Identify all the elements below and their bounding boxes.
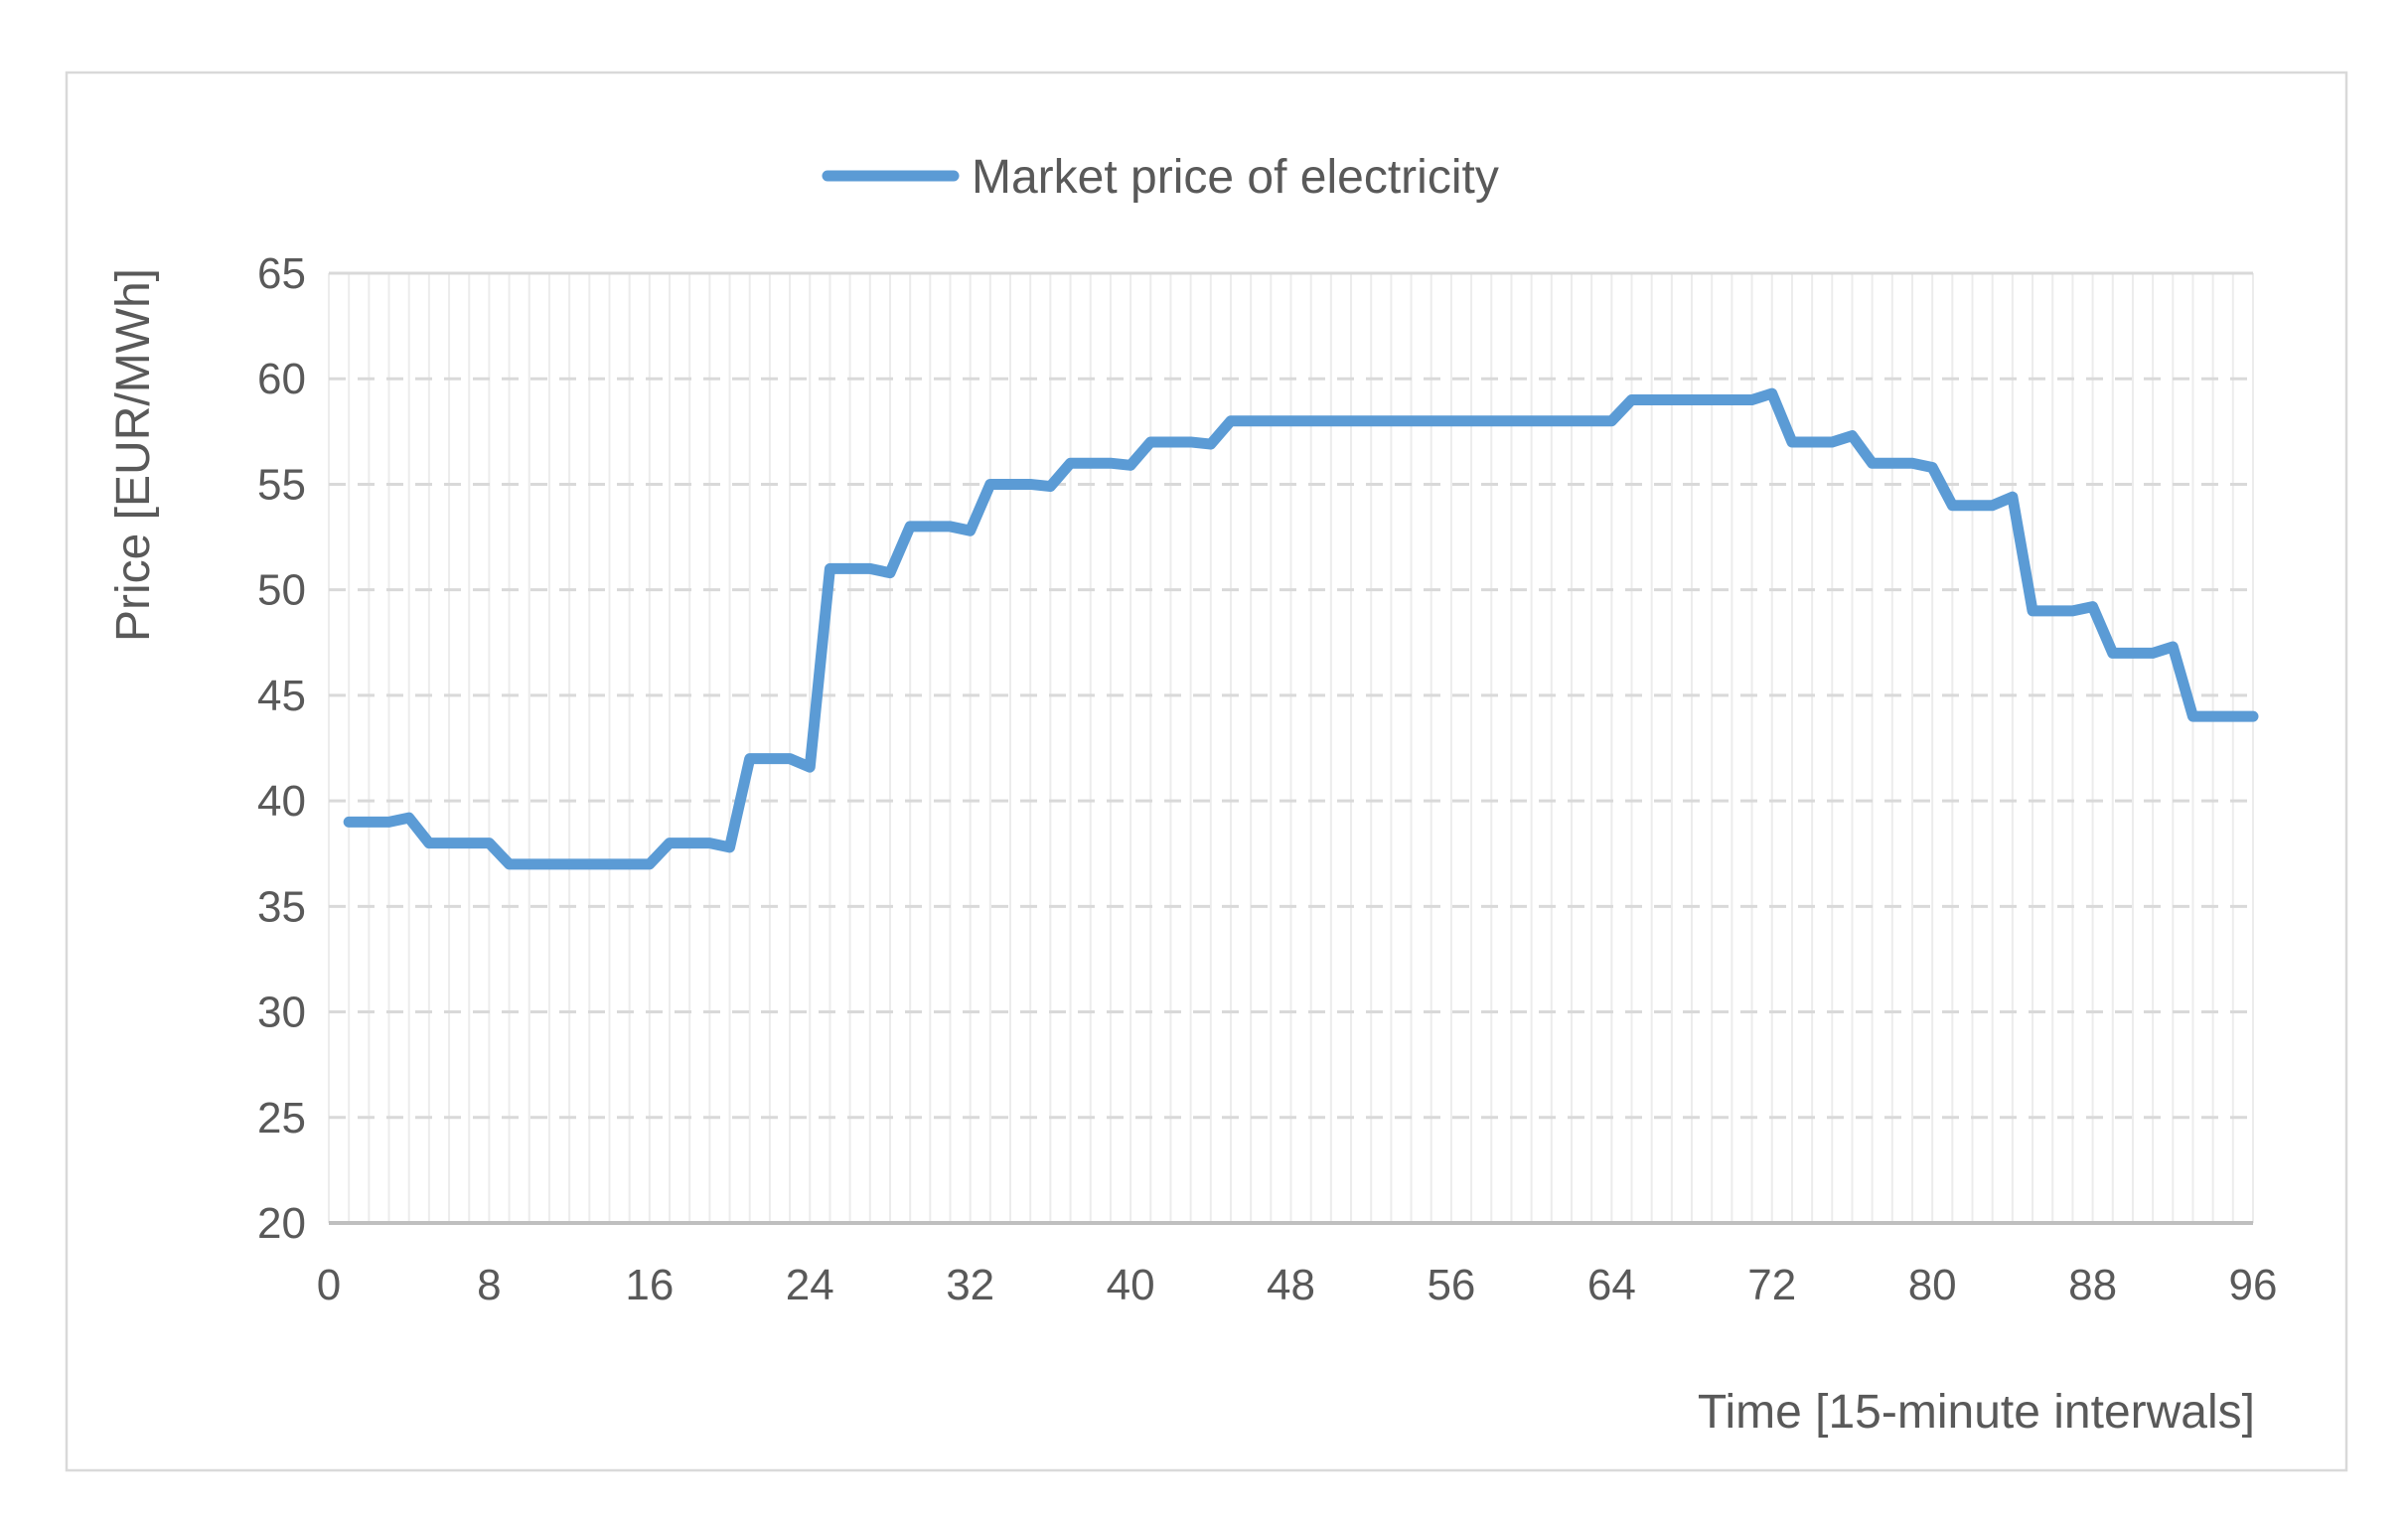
x-tick-label: 80 [1908, 1261, 1957, 1309]
y-tick-label: 60 [257, 355, 306, 403]
y-tick-label: 50 [257, 566, 306, 615]
y-tick-label: 65 [257, 249, 306, 298]
x-tick-label: 96 [2229, 1261, 2278, 1309]
x-tick-label: 32 [946, 1261, 994, 1309]
y-tick-label: 35 [257, 882, 306, 931]
plot-area: 20 25 30 35 40 45 50 55 60 65 0 8 16 24 32 40 48 56 64 72 80… [257, 249, 2277, 1309]
x-tick-label: 56 [1427, 1261, 1475, 1309]
x-tick-label: 24 [786, 1261, 834, 1309]
chart-frame-border [65, 71, 2348, 1472]
x-tick-label: 72 [1747, 1261, 1796, 1309]
legend: Market price of electricity [822, 151, 1499, 204]
legend-label: Market price of electricity [972, 151, 1499, 204]
x-axis-title: Time [15-minute interwals] [1698, 1386, 2255, 1439]
x-tick-label: 16 [625, 1261, 674, 1309]
x-tick-label: 8 [477, 1261, 501, 1309]
y-tick-label: 40 [257, 777, 306, 826]
y-tick-label: 55 [257, 460, 306, 509]
y-tick-label: 20 [257, 1199, 306, 1248]
x-tick-label: 88 [2068, 1261, 2117, 1309]
x-tick-label: 40 [1107, 1261, 1155, 1309]
y-tick-label: 45 [257, 672, 306, 720]
y-tick-label: 25 [257, 1094, 306, 1143]
y-tick-label: 30 [257, 989, 306, 1037]
x-tick-label: 64 [1587, 1261, 1636, 1309]
market-price-line [343, 387, 2259, 870]
x-tick-label: 0 [317, 1261, 341, 1309]
y-axis-title: Price [EUR/MWh] [107, 268, 160, 642]
x-tick-label: 48 [1267, 1261, 1315, 1309]
